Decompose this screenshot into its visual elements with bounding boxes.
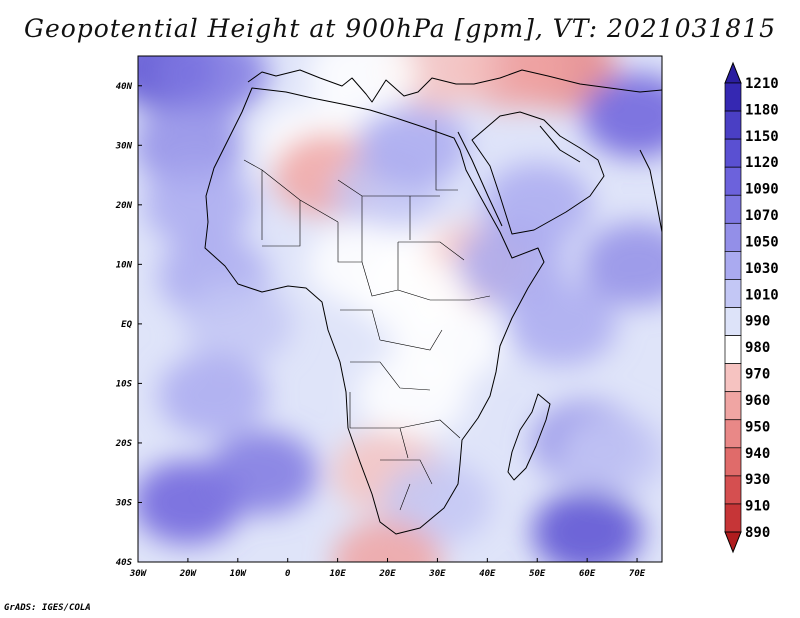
field-region [382,460,493,545]
colorbar-swatch [724,138,742,168]
colorbar-label: 1030 [745,261,779,277]
colorbar-arrow-bottom [724,531,742,554]
colorbar-label: 1150 [745,129,779,145]
colorbar-swatch [724,194,742,224]
field-region [307,56,418,116]
y-tick-label: 40N [116,82,133,92]
x-tick-label: 10W [230,569,248,579]
colorbar-label: 1090 [745,182,779,198]
colorbar-label: 1070 [745,208,779,224]
y-tick-label: 20N [115,201,133,211]
colorbar-label: 890 [745,525,770,541]
x-tick-label: 60E [579,569,596,579]
colorbar-swatch [724,419,742,449]
colorbar-swatch [724,391,742,421]
x-tick-label: 30E [428,569,446,579]
plot-frame [137,55,663,563]
country-borders [243,120,491,511]
x-tick-label: 50E [529,569,546,579]
colorbar-swatch [724,110,742,140]
colorbar-swatch [724,335,742,364]
colorbar-swatch [724,475,742,505]
colorbar-swatch [724,503,742,533]
india-coastline [639,149,662,233]
red-sea-coastline [457,131,503,227]
x-tick-label: 20W [179,569,198,579]
field-region [532,490,643,562]
colorbar: 1210 1180 1150 1120 1090 1070 1050 1030 1010 990 9… [724,61,779,554]
colorbar-label: 1050 [745,234,779,250]
y-tick-label: 20S [115,439,133,449]
field-region [357,353,468,438]
x-tick-label: 0 [285,569,291,579]
colorbar-label: 1120 [745,155,779,171]
colorbar-label: 950 [745,419,770,435]
colorbar-swatch [724,279,742,308]
colorbar-label: 990 [745,314,770,330]
x-tick-label: 10E [329,569,346,579]
y-tick-label: 10S [116,379,133,389]
colorbar-label: 930 [745,472,770,488]
colorbar-label: 940 [745,446,770,462]
x-tick-label: 20E [378,569,396,579]
map-title: Geopotential Height at 900hPa [gpm], VT:… [23,14,777,43]
field-region [157,353,268,438]
field-region [332,520,443,562]
field-region [207,430,318,515]
field-region [557,412,662,497]
colorbar-swatch [724,166,742,196]
colorbar-label: 1210 [745,76,779,92]
border-line [243,120,491,511]
y-tick-label: 30N [115,141,133,151]
colorbar-label: 980 [745,340,770,356]
field-region [182,281,293,366]
colorbar-swatch [724,222,742,252]
colorbar-label: 960 [745,393,770,409]
colorbar-swatch [724,447,742,477]
field-region [157,56,268,116]
y-axis: 40N 30N 20N 10N EQ 10S 20S 30S 40S [115,82,142,568]
colorbar-label: 1010 [745,287,779,303]
y-tick-label: 40S [116,558,133,568]
colorbar-label: 1180 [745,102,779,118]
africa-coastline [204,87,545,535]
y-tick-label: 30S [115,498,133,508]
y-tick-label: 10N [116,260,133,270]
x-tick-label: 40E [479,569,496,579]
field-region [582,222,662,307]
colorbar-label: 970 [745,367,770,383]
persian-gulf-coastline [539,125,581,163]
colorbar-label: 910 [745,499,770,515]
x-axis: 30W 20W 10W 0 10E 20E 30E 40E 50E 60E 70E [129,558,646,579]
grads-credit: GrADS: IGES/COLA [4,603,91,613]
colorbar-swatch [724,363,742,393]
coastlines [204,69,662,535]
europe-coastline [247,69,662,103]
colorbar-swatch [724,251,742,280]
field-region [507,281,618,366]
arabia-coastline [471,111,605,235]
field-region [142,162,253,247]
colorbar-swatch [724,82,742,112]
geopotential-field [138,56,662,562]
x-tick-label: 30W [129,569,148,579]
field-region [357,103,468,188]
colorbar-arrow-top [724,61,742,84]
x-tick-label: 70E [629,569,646,579]
colorbar-swatch [724,307,742,336]
madagascar-coastline [507,393,551,481]
field-region [582,73,662,158]
y-tick-label: EQ [121,320,132,330]
field-region [482,162,593,247]
